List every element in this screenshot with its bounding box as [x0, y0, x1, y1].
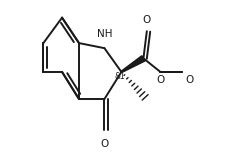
Text: &1: &1	[114, 72, 125, 81]
Text: NH: NH	[97, 29, 112, 39]
Text: O: O	[143, 15, 151, 25]
Text: O: O	[186, 75, 194, 85]
Polygon shape	[121, 56, 145, 73]
Text: O: O	[156, 75, 164, 85]
Text: O: O	[100, 139, 109, 149]
